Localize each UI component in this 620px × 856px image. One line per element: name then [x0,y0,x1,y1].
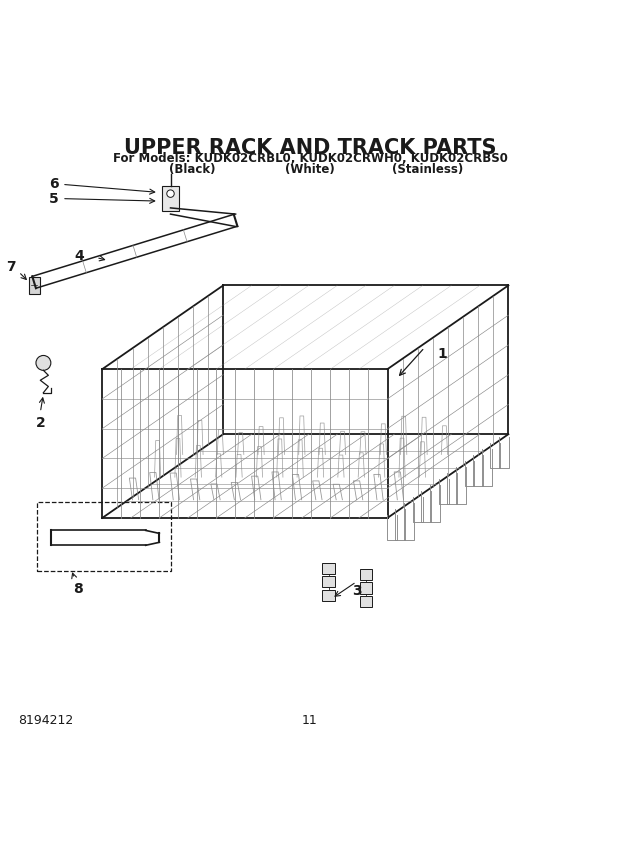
Text: 8194212: 8194212 [19,714,74,727]
Text: 3: 3 [352,585,361,598]
Bar [360,596,372,607]
Text: UPPER RACK AND TRACK PARTS: UPPER RACK AND TRACK PARTS [124,138,496,158]
Text: (Black): (Black) [169,163,216,175]
Text: (White): (White) [285,163,335,175]
Circle shape [167,190,174,198]
Text: 2: 2 [35,416,45,430]
Bar [37,502,170,571]
Bar [29,276,40,294]
Text: 6: 6 [49,177,59,192]
Text: (Stainless): (Stainless) [392,163,463,175]
Text: 11: 11 [302,714,318,727]
Text: 7: 7 [6,260,16,274]
Text: 4: 4 [74,248,84,263]
Bar [322,562,335,574]
Bar [360,582,372,593]
Bar [322,590,335,601]
Bar [162,187,179,211]
Text: 8: 8 [73,582,82,596]
Circle shape [36,355,51,371]
Bar [360,568,372,580]
Text: 5: 5 [49,192,59,205]
Text: For Models: KUDK02CRBL0, KUDK02CRWH0, KUDK02CRBS0: For Models: KUDK02CRBL0, KUDK02CRWH0, KU… [113,152,507,165]
Text: 1: 1 [437,347,447,360]
Bar [322,576,335,587]
